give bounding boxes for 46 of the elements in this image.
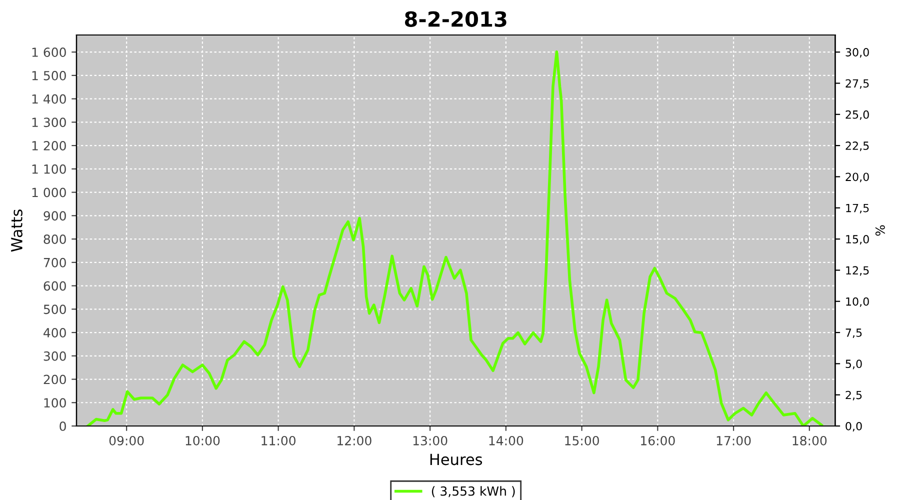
- x-tick-label: 16:00: [641, 436, 675, 446]
- x-tick-label: 14:00: [489, 436, 524, 446]
- y-tick-label: 1 200: [32, 141, 66, 150]
- y2-axis-title: %: [875, 225, 885, 236]
- y2-tick-label: 0,0: [846, 422, 862, 432]
- y-tick-label: 900: [44, 211, 66, 221]
- y2-tick-label: 15,0: [846, 235, 869, 245]
- x-tick-label: 18:00: [792, 436, 827, 446]
- y2-tick-label: 10,0: [846, 297, 869, 307]
- y-tick-label: 800: [44, 234, 66, 244]
- y2-tick-label: 27,5: [846, 79, 869, 89]
- y-tick-label: 1 500: [32, 70, 66, 80]
- chart-title: 8-2-2013: [404, 11, 506, 27]
- y2-tick-label: 20,0: [846, 172, 869, 182]
- y2-tick-label: 12,5: [846, 266, 869, 276]
- y-tick-label: 700: [44, 258, 66, 268]
- x-axis-title: Heures: [430, 454, 482, 466]
- y2-tick-label: 5,0: [846, 360, 862, 370]
- y2-tick-label: 22,5: [846, 142, 869, 152]
- y-tick-label: 1 000: [32, 188, 66, 198]
- y2-tick-label: 7,5: [846, 328, 862, 338]
- y2-tick-label: 25,0: [846, 110, 869, 120]
- y-tick-label: 1 100: [32, 164, 66, 174]
- y-axis-title: Watts: [11, 210, 22, 252]
- y-tick-label: 600: [44, 281, 66, 291]
- y-tick-label: 400: [44, 328, 66, 338]
- x-tick-label: 15:00: [565, 436, 599, 446]
- x-tick-label: 11:00: [262, 436, 296, 446]
- x-tick-label: 10:00: [186, 436, 220, 446]
- x-tick-label: 17:00: [716, 436, 751, 446]
- line-series: [86, 50, 823, 426]
- legend-label: ( 3,553 kWh ): [432, 486, 515, 498]
- y2-tick-label: 30,0: [846, 48, 869, 58]
- x-tick-label: 09:00: [109, 436, 144, 446]
- y-tick-label: 200: [44, 374, 66, 384]
- x-tick-label: 12:00: [338, 436, 372, 446]
- y2-tick-label: 17,5: [846, 204, 869, 214]
- y-tick-label: 1 400: [32, 94, 66, 104]
- y-tick-label: 300: [44, 351, 66, 361]
- y-tick-label: 1 600: [32, 48, 66, 57]
- y2-tick-label: 2,5: [846, 390, 862, 400]
- y-tick-label: 1 300: [32, 118, 66, 128]
- y-tick-label: 0: [60, 421, 66, 431]
- x-tick-label: 13:00: [413, 436, 448, 446]
- y-tick-label: 100: [44, 398, 66, 408]
- y-tick-label: 500: [44, 304, 66, 314]
